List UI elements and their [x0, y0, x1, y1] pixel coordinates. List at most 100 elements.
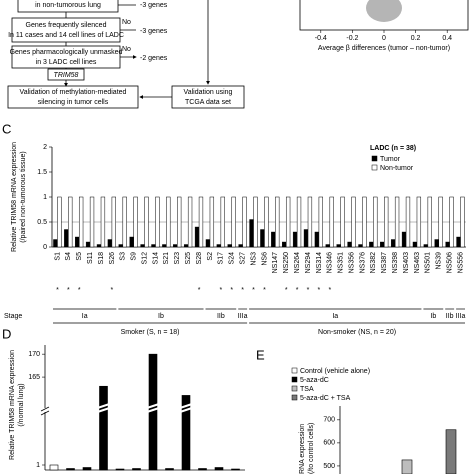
bar [118, 244, 123, 248]
x-tick-label: NS314 [316, 252, 323, 274]
legend-swatch [371, 155, 378, 162]
flow-box [7, 85, 139, 109]
significance: * [67, 287, 70, 294]
x-tick-label: NS463 [414, 252, 421, 274]
bar [362, 196, 367, 248]
bar-break [146, 403, 160, 413]
bar [78, 196, 84, 248]
x-tick-label: NS39 [436, 252, 443, 270]
bar [198, 196, 204, 248]
bar [285, 196, 291, 248]
bar [181, 395, 191, 471]
significance: * [198, 287, 201, 294]
x-tick-label: S24 [229, 252, 236, 265]
legend-swatch [291, 367, 298, 374]
x-tick-label: NS3 [250, 252, 257, 266]
bar [351, 196, 356, 248]
y-tick-label: 700 [323, 417, 335, 424]
bar [380, 241, 385, 248]
flow-text: Genes pharmacologically unmasked [10, 49, 123, 56]
bar [205, 239, 210, 248]
x-tick-label: S9 [131, 252, 138, 261]
legend-label: Non-tumor [380, 165, 414, 172]
y-axis-label: RNA expression [299, 424, 306, 474]
bar [75, 236, 80, 248]
flow-box [11, 17, 121, 43]
y-tick-label: 1 [36, 462, 40, 469]
flow-text: TCGA data set [185, 99, 231, 106]
bar [401, 459, 413, 474]
bar [423, 244, 428, 248]
bar [405, 196, 411, 248]
significance: * [241, 287, 244, 294]
bar [373, 196, 378, 248]
stage-label: IIb [446, 313, 454, 320]
bar [173, 244, 178, 248]
bar [132, 468, 141, 471]
bar [122, 196, 127, 248]
significance: * [285, 287, 288, 294]
x-tick-label: NS294 [305, 252, 312, 274]
bar [445, 429, 457, 474]
scatter-panel: Average β differences (tumor – non-tumor… [299, 0, 469, 52]
bar [307, 196, 313, 248]
bar [129, 236, 134, 248]
flow-text: in non-tumorous lung [35, 2, 101, 9]
bar [140, 244, 145, 248]
x-tick-label: S26 [109, 252, 116, 265]
bar [296, 196, 302, 248]
bar [347, 241, 352, 248]
stage-label: IIb [217, 313, 225, 320]
y-axis-label: Relative TRIM58 mRNA expression [11, 142, 18, 252]
y-tick-label: 0.5 [37, 219, 47, 226]
stage-label: Ia [332, 313, 338, 320]
legend-swatch [291, 394, 298, 401]
bar [177, 196, 182, 248]
bar [53, 239, 58, 248]
x-tick-label: NS398 [392, 252, 399, 274]
bar [390, 239, 396, 248]
legend-title: LADC (n = 38) [370, 145, 416, 152]
bar [162, 244, 167, 248]
bar [412, 241, 417, 248]
bar [271, 231, 276, 248]
flow-removed: -3 genes [140, 28, 168, 35]
flow-removed: -2 genes [140, 55, 168, 62]
x-tick-label: NS346 [327, 252, 334, 274]
significance: * [111, 287, 114, 294]
x-tick-label: NS403 [403, 252, 410, 274]
significance: * [56, 287, 59, 294]
bar [148, 353, 158, 471]
legend-label: 5-aza-dC [300, 377, 329, 384]
bar [220, 196, 225, 248]
x-tick-label: NS250 [283, 252, 290, 274]
x-tick-label: NS501 [425, 252, 432, 274]
legend-swatch [291, 385, 298, 392]
x-tick-label: S12 [141, 252, 148, 265]
bar [318, 196, 323, 248]
y-axis-label: (/paired non-tumorous tissue) [20, 151, 27, 242]
flow-text: In 11 cases and 14 cell lines of LADC [8, 32, 124, 39]
bar [249, 219, 254, 248]
x-tick-label: 0.2 [411, 35, 421, 42]
x-tick-label: NS382 [370, 252, 377, 274]
x-tick-label: S3 [120, 252, 127, 261]
bar [216, 244, 221, 248]
significance: * [307, 287, 310, 294]
legend-swatch [371, 164, 378, 171]
bar [57, 196, 62, 248]
legend-label: Tumor [380, 156, 401, 163]
x-tick-label: 0.4 [442, 35, 452, 42]
x-axis-label: Average β differences (tumor – non-tumor… [318, 45, 450, 52]
bar [253, 196, 258, 248]
significance: * [78, 287, 81, 294]
bar [449, 196, 454, 248]
y-tick-label: 170 [28, 351, 40, 358]
bar [96, 244, 102, 248]
y-tick-label: 500 [323, 463, 335, 470]
significance: * [230, 287, 233, 294]
y-tick-label: 1 [43, 194, 47, 201]
flow-text: in 3 LADC cell lines [36, 59, 97, 66]
bar [194, 226, 200, 248]
y-tick-label: 600 [323, 440, 335, 447]
